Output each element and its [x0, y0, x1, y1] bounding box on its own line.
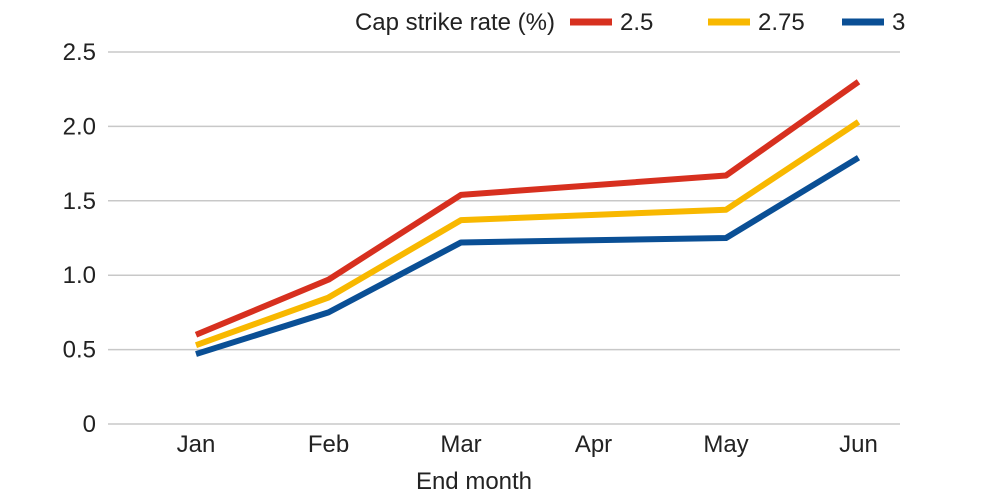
x-tick-label: Jun	[839, 431, 878, 458]
y-tick-label: 0	[83, 411, 96, 438]
legend-label-2-75: 2.75	[758, 9, 805, 36]
legend-label-2-5: 2.5	[620, 9, 653, 36]
y-tick-label: 1.0	[63, 262, 96, 289]
y-tick-label: 2.0	[63, 113, 96, 140]
series-line-2-75	[194, 119, 861, 348]
x-tick-label: Jan	[177, 431, 216, 458]
series-line-3	[195, 155, 861, 357]
y-tick-label: 2.5	[63, 39, 96, 66]
y-tick-labels: 0 0.5 1.0 1.5 2.0 2.5	[63, 39, 96, 438]
legend-title: Cap strike rate (%)	[355, 9, 555, 36]
x-axis-title: End month	[416, 468, 532, 495]
series-line-2-5	[194, 79, 861, 338]
x-tick-labels: Jan Feb Mar Apr May Jun	[177, 431, 878, 458]
gridlines	[108, 51, 900, 425]
y-tick-label: 1.5	[63, 188, 96, 215]
x-tick-label: Mar	[440, 431, 481, 458]
legend: Cap strike rate (%) 2.5 2.75 3	[355, 9, 905, 36]
x-tick-label: Feb	[308, 431, 349, 458]
x-tick-label: Apr	[575, 431, 612, 458]
series-lines	[194, 79, 861, 357]
y-tick-label: 0.5	[63, 337, 96, 364]
x-tick-label: May	[703, 431, 748, 458]
legend-label-3: 3	[892, 9, 905, 36]
